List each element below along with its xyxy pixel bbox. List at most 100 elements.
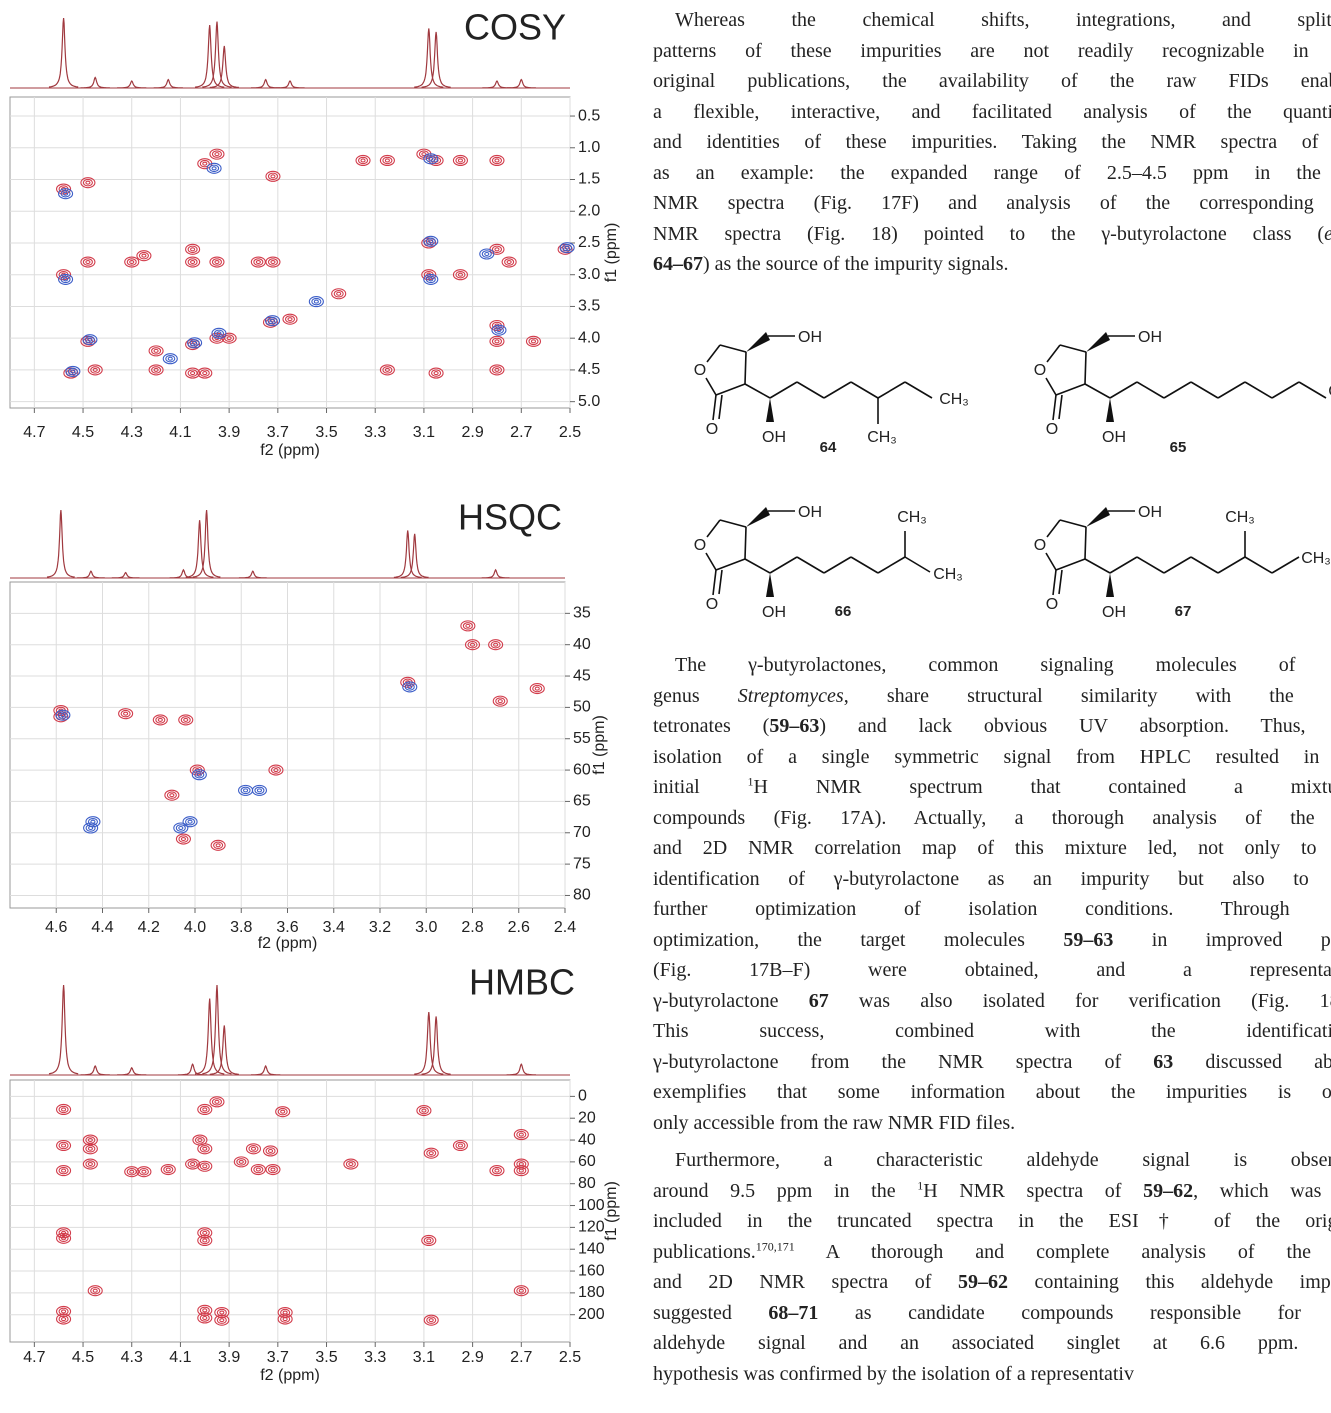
text-run: e.g. — [1324, 223, 1331, 245]
contour-ring — [202, 1146, 208, 1151]
text-run: ) as the source of the impurity signals. — [703, 253, 1009, 275]
cross-peak — [173, 822, 189, 834]
contour-ring — [175, 824, 186, 832]
contour-ring — [267, 1165, 279, 1174]
contour-ring — [58, 1141, 69, 1150]
text-run: hypothesis was confirmed by the isolatio… — [653, 1362, 1134, 1385]
x-tick-label: 2.4 — [554, 919, 576, 936]
contour-ring — [495, 697, 506, 705]
contour-ring — [267, 172, 279, 181]
contour-ring — [496, 328, 502, 333]
contour-ring — [423, 235, 439, 247]
cross-peak — [197, 1103, 213, 1116]
atom-label: OH — [762, 604, 786, 621]
text-run: 59–62 — [1143, 1179, 1194, 1202]
y-tick-label: 60 — [573, 761, 591, 778]
text-run: 64–67 — [653, 253, 703, 275]
cross-peak — [529, 683, 545, 695]
x-tick-label: 4.5 — [72, 1349, 94, 1366]
y-tick-label: 3.0 — [578, 266, 600, 283]
contour-ring — [209, 148, 225, 160]
contour-ring — [455, 1141, 466, 1150]
wedge-bond — [1106, 398, 1114, 422]
bond — [1045, 552, 1057, 571]
contour-ring — [123, 711, 129, 716]
contour-ring — [82, 178, 93, 187]
contour-ring — [209, 164, 220, 173]
contour-ring — [202, 161, 208, 166]
contour-ring — [211, 258, 223, 266]
atom-label: OH — [798, 504, 822, 521]
text-line: included in the truncated spectra in the… — [653, 1209, 1331, 1233]
contour-ring — [148, 345, 164, 357]
contour-ring — [211, 150, 223, 158]
cross-peak — [58, 188, 74, 200]
contour-ring — [270, 259, 276, 265]
contour-ring — [187, 337, 203, 349]
text-run: 67 — [808, 989, 829, 1012]
x-axis-label: f2 (ppm) — [260, 1367, 320, 1384]
contour-ring — [199, 1162, 210, 1170]
cross-peak — [182, 816, 198, 828]
trace-peak — [275, 80, 305, 89]
contour-ring — [199, 1145, 210, 1153]
contour-ring — [183, 717, 189, 722]
contour-ring — [530, 339, 537, 344]
contour-ring — [57, 711, 68, 719]
contour-ring — [136, 250, 152, 262]
cross-peak — [185, 1158, 201, 1170]
wedge-bond — [1106, 573, 1114, 597]
contour-ring — [489, 1165, 505, 1177]
contour-ring — [162, 353, 178, 365]
bond — [1190, 381, 1219, 399]
contour-ring — [82, 1158, 98, 1170]
contour-ring — [256, 788, 262, 793]
text-run: genus — [653, 684, 738, 707]
contour-ring — [284, 315, 296, 323]
contour-ring — [428, 367, 444, 379]
cross-peak — [80, 256, 96, 268]
cross-peak — [197, 1234, 213, 1247]
text-run: original publications, the availability … — [653, 70, 1331, 92]
spectrum-panel: HSQC 4.6 4.4 4.2 4.0 3.8 3.6 3.4 3.2 3.0 2.8 2.6 2.4… — [9, 497, 608, 952]
wedge-bond — [1086, 507, 1110, 527]
text-run: H NMR spectra of — [923, 1179, 1144, 1202]
contour-ring — [355, 154, 371, 167]
contour-ring — [191, 769, 207, 781]
trace-peak — [482, 80, 512, 89]
x-tick-label: 4.3 — [121, 1349, 143, 1366]
contour-ring — [494, 1168, 500, 1173]
contour-ring — [280, 1109, 286, 1114]
contour-ring — [273, 768, 279, 773]
cross-peak — [185, 256, 201, 268]
contour-ring — [210, 839, 226, 851]
cross-peak — [82, 1143, 98, 1155]
contour-ring — [481, 250, 492, 258]
contour-ring — [58, 188, 74, 200]
contour-ring — [197, 1304, 213, 1316]
bond — [706, 519, 721, 538]
contour-ring — [331, 288, 347, 300]
cross-peak — [489, 364, 505, 376]
contour-ring — [58, 1229, 69, 1237]
contour-ring — [491, 337, 503, 346]
contour-ring — [157, 717, 163, 722]
contour-ring — [85, 259, 91, 265]
contour-ring — [275, 1106, 291, 1118]
x-tick-label: 3.9 — [218, 1349, 240, 1366]
trace-peak — [506, 1063, 537, 1076]
contour-ring — [197, 1160, 213, 1172]
cross-peak — [56, 1227, 72, 1239]
trace-peak — [117, 1066, 147, 1076]
x-tick-label: 2.7 — [510, 424, 532, 441]
bond — [1163, 381, 1192, 399]
contour-ring — [479, 248, 495, 260]
contour-ring — [484, 251, 490, 257]
trace-peak — [414, 1011, 444, 1075]
bond — [1217, 381, 1246, 399]
cross-peak — [185, 243, 201, 255]
cross-peak — [265, 1163, 281, 1176]
text-run: NMR spectra (Fig. 18) pointed to the γ-b… — [653, 222, 1325, 245]
bond — [1136, 381, 1165, 399]
atom-label: O — [706, 421, 718, 438]
